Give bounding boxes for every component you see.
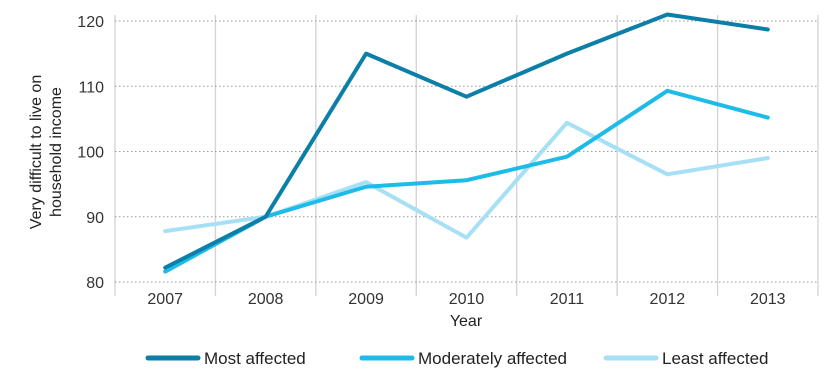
series-lines <box>163 12 770 274</box>
series-line-moderately-affected <box>163 88 770 274</box>
y-axis-title: Very difficult to live on household inco… <box>28 75 65 229</box>
legend-label-moderately-affected: Moderately affected <box>418 349 567 368</box>
x-tick-label: 2007 <box>147 291 183 308</box>
y-axis-title-line-1: Very difficult to live on <box>28 75 45 229</box>
y-tick-label: 110 <box>78 79 104 96</box>
x-tick-label: 2010 <box>449 291 485 308</box>
y-axis-title-line-2: household income <box>48 87 65 217</box>
grid-lines <box>114 15 819 296</box>
x-tick-label: 2013 <box>750 291 786 308</box>
x-tick-label: 2009 <box>348 291 384 308</box>
y-tick-label: 80 <box>86 275 104 292</box>
x-tick-label: 2012 <box>650 291 686 308</box>
x-axis-ticks: 2007 2008 2009 2010 2011 2012 2013 <box>147 291 785 308</box>
legend: Most affected Moderately affected Least af… <box>145 349 769 368</box>
series-line-most-affected <box>163 12 770 270</box>
x-tick-label: 2011 <box>550 291 585 308</box>
x-tick-label: 2008 <box>248 291 284 308</box>
legend-label-least-affected: Least affected <box>662 349 769 368</box>
y-tick-label: 100 <box>77 145 104 162</box>
x-axis-title: Year <box>450 313 483 330</box>
legend-label-most-affected: Most affected <box>204 349 306 368</box>
y-tick-label: 90 <box>86 210 104 227</box>
y-axis-ticks: 80 90 100 110 120 <box>77 14 104 292</box>
y-tick-label: 120 <box>77 14 104 31</box>
